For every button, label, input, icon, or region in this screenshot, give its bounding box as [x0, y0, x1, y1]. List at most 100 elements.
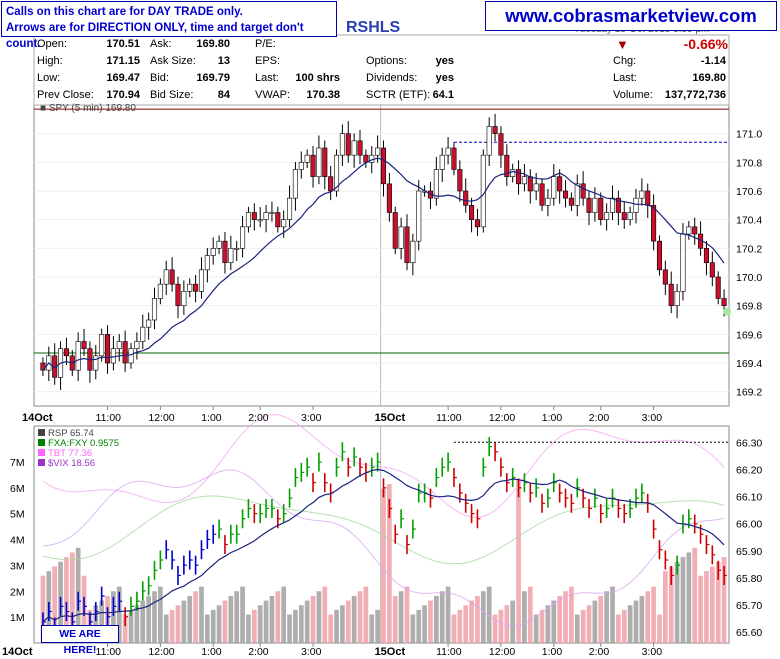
- candle-body: [692, 226, 698, 235]
- volume-bar: [398, 591, 404, 643]
- price-tick-label: 170.8: [736, 157, 762, 169]
- volume-bar: [152, 591, 157, 643]
- candle-body: [245, 212, 251, 228]
- candle-body: [469, 205, 475, 220]
- candle-body: [516, 169, 522, 185]
- sctr-value: 64.1: [432, 89, 454, 101]
- volume-bar: [533, 614, 539, 643]
- candle-body: [210, 248, 216, 256]
- candle-body: [451, 147, 457, 170]
- high-label: High:: [37, 55, 63, 67]
- volume-bar: [369, 614, 375, 643]
- price-legend-title: ■ SPY (5 min) 169.80: [40, 103, 136, 114]
- time-tick-label: 11:00: [436, 412, 462, 424]
- candle-body: [463, 190, 469, 206]
- volume-label: Volume:: [613, 89, 653, 101]
- candle-body: [627, 212, 633, 220]
- candle-body: [539, 183, 545, 206]
- candle-body: [81, 341, 87, 349]
- time-tick-label: 3:00: [301, 412, 322, 424]
- candle-body: [398, 226, 404, 249]
- candle-body: [128, 348, 134, 364]
- volume-bar: [668, 566, 674, 643]
- volume-bar: [234, 591, 240, 643]
- pe-label: P/E:: [255, 38, 276, 50]
- price-tick-label: 170.0: [736, 272, 762, 284]
- time-tick-label: 1:00: [542, 646, 563, 658]
- volume-bar: [451, 614, 457, 643]
- candle-body: [110, 348, 116, 364]
- prev-close-value: 170.94: [106, 89, 140, 101]
- price-tick-label: 169.2: [736, 387, 762, 399]
- last-shares-value: 100 shrs: [295, 72, 340, 84]
- candle-body: [187, 283, 193, 292]
- candle-body: [169, 269, 175, 285]
- volume-bar: [181, 600, 187, 643]
- candle-body: [163, 269, 169, 285]
- volume-bar: [210, 609, 216, 643]
- volume-bar: [64, 557, 69, 643]
- volume-bar: [269, 595, 275, 643]
- candle-body: [651, 205, 657, 242]
- volume-bar: [158, 586, 163, 643]
- volume-bar: [99, 600, 105, 643]
- candle-body: [198, 269, 205, 292]
- tbt-legend: TBT 77.36: [48, 448, 92, 459]
- candle-body: [104, 334, 111, 364]
- volume-tick-label: 4M: [10, 535, 25, 547]
- candle-body: [668, 283, 674, 306]
- candle-body: [63, 348, 69, 357]
- candle-body: [298, 162, 304, 170]
- vix-line: [42, 469, 725, 627]
- volume-bar: [316, 591, 322, 643]
- axes: 171.0 170.8 170.6 170.4 170.2 170.0 169.8 169.6…: [2, 129, 762, 658]
- candle-body: [151, 298, 158, 321]
- price-tick-label: 170.4: [736, 215, 762, 227]
- symbol-fragment: RSHLS: [346, 19, 401, 36]
- rsp-tick-label: 65.90: [736, 546, 762, 558]
- volume-bar: [310, 595, 316, 643]
- volume-bar: [240, 586, 245, 643]
- candle-body: [263, 212, 269, 220]
- low-value: 169.47: [106, 72, 140, 84]
- candle-body: [633, 197, 639, 213]
- candle-body: [251, 212, 257, 220]
- volume-bar: [639, 595, 645, 643]
- volume-bar: [586, 605, 592, 643]
- candle-body: [580, 183, 586, 199]
- volume-bar: [498, 609, 504, 643]
- volume-bar: [510, 600, 516, 643]
- ask-size-label: Ask Size:: [150, 55, 196, 67]
- volume-bar: [522, 591, 527, 643]
- volume-bar: [416, 609, 422, 643]
- high-value: 171.15: [106, 55, 140, 67]
- volume-bar: [662, 571, 668, 643]
- volume-bar: [651, 586, 656, 643]
- volume-bar: [392, 595, 398, 643]
- volume-bar: [69, 552, 75, 643]
- day-label-1: 14Oct: [2, 646, 33, 658]
- volume-bar: [433, 595, 439, 643]
- volume-bar: [574, 614, 580, 643]
- volume-bar: [645, 591, 651, 643]
- candle-body: [592, 197, 598, 213]
- open-label: Open:: [37, 38, 67, 50]
- notice-line-2: Arrows are for DIRECTION ONLY, time and …: [6, 22, 304, 50]
- candle-body: [351, 140, 357, 156]
- candle-body: [333, 154, 340, 192]
- volume-bar: [486, 586, 492, 643]
- volume-bar: [698, 575, 703, 643]
- volume-bar: [281, 586, 287, 643]
- time-tick-label: 1:00: [201, 412, 222, 424]
- volume-bar: [169, 609, 175, 643]
- volume-tick-label: 1M: [10, 612, 25, 624]
- candle-body: [645, 190, 651, 206]
- volume-bar: [298, 605, 304, 643]
- candle-body: [574, 183, 580, 206]
- volume-bar: [163, 614, 169, 643]
- volume-tick-label: 2M: [10, 586, 25, 598]
- candle-body: [474, 219, 480, 228]
- website-link[interactable]: www.cobrasmarketview.com: [485, 1, 777, 31]
- volume-bar: [199, 586, 204, 643]
- candle-body: [656, 240, 663, 271]
